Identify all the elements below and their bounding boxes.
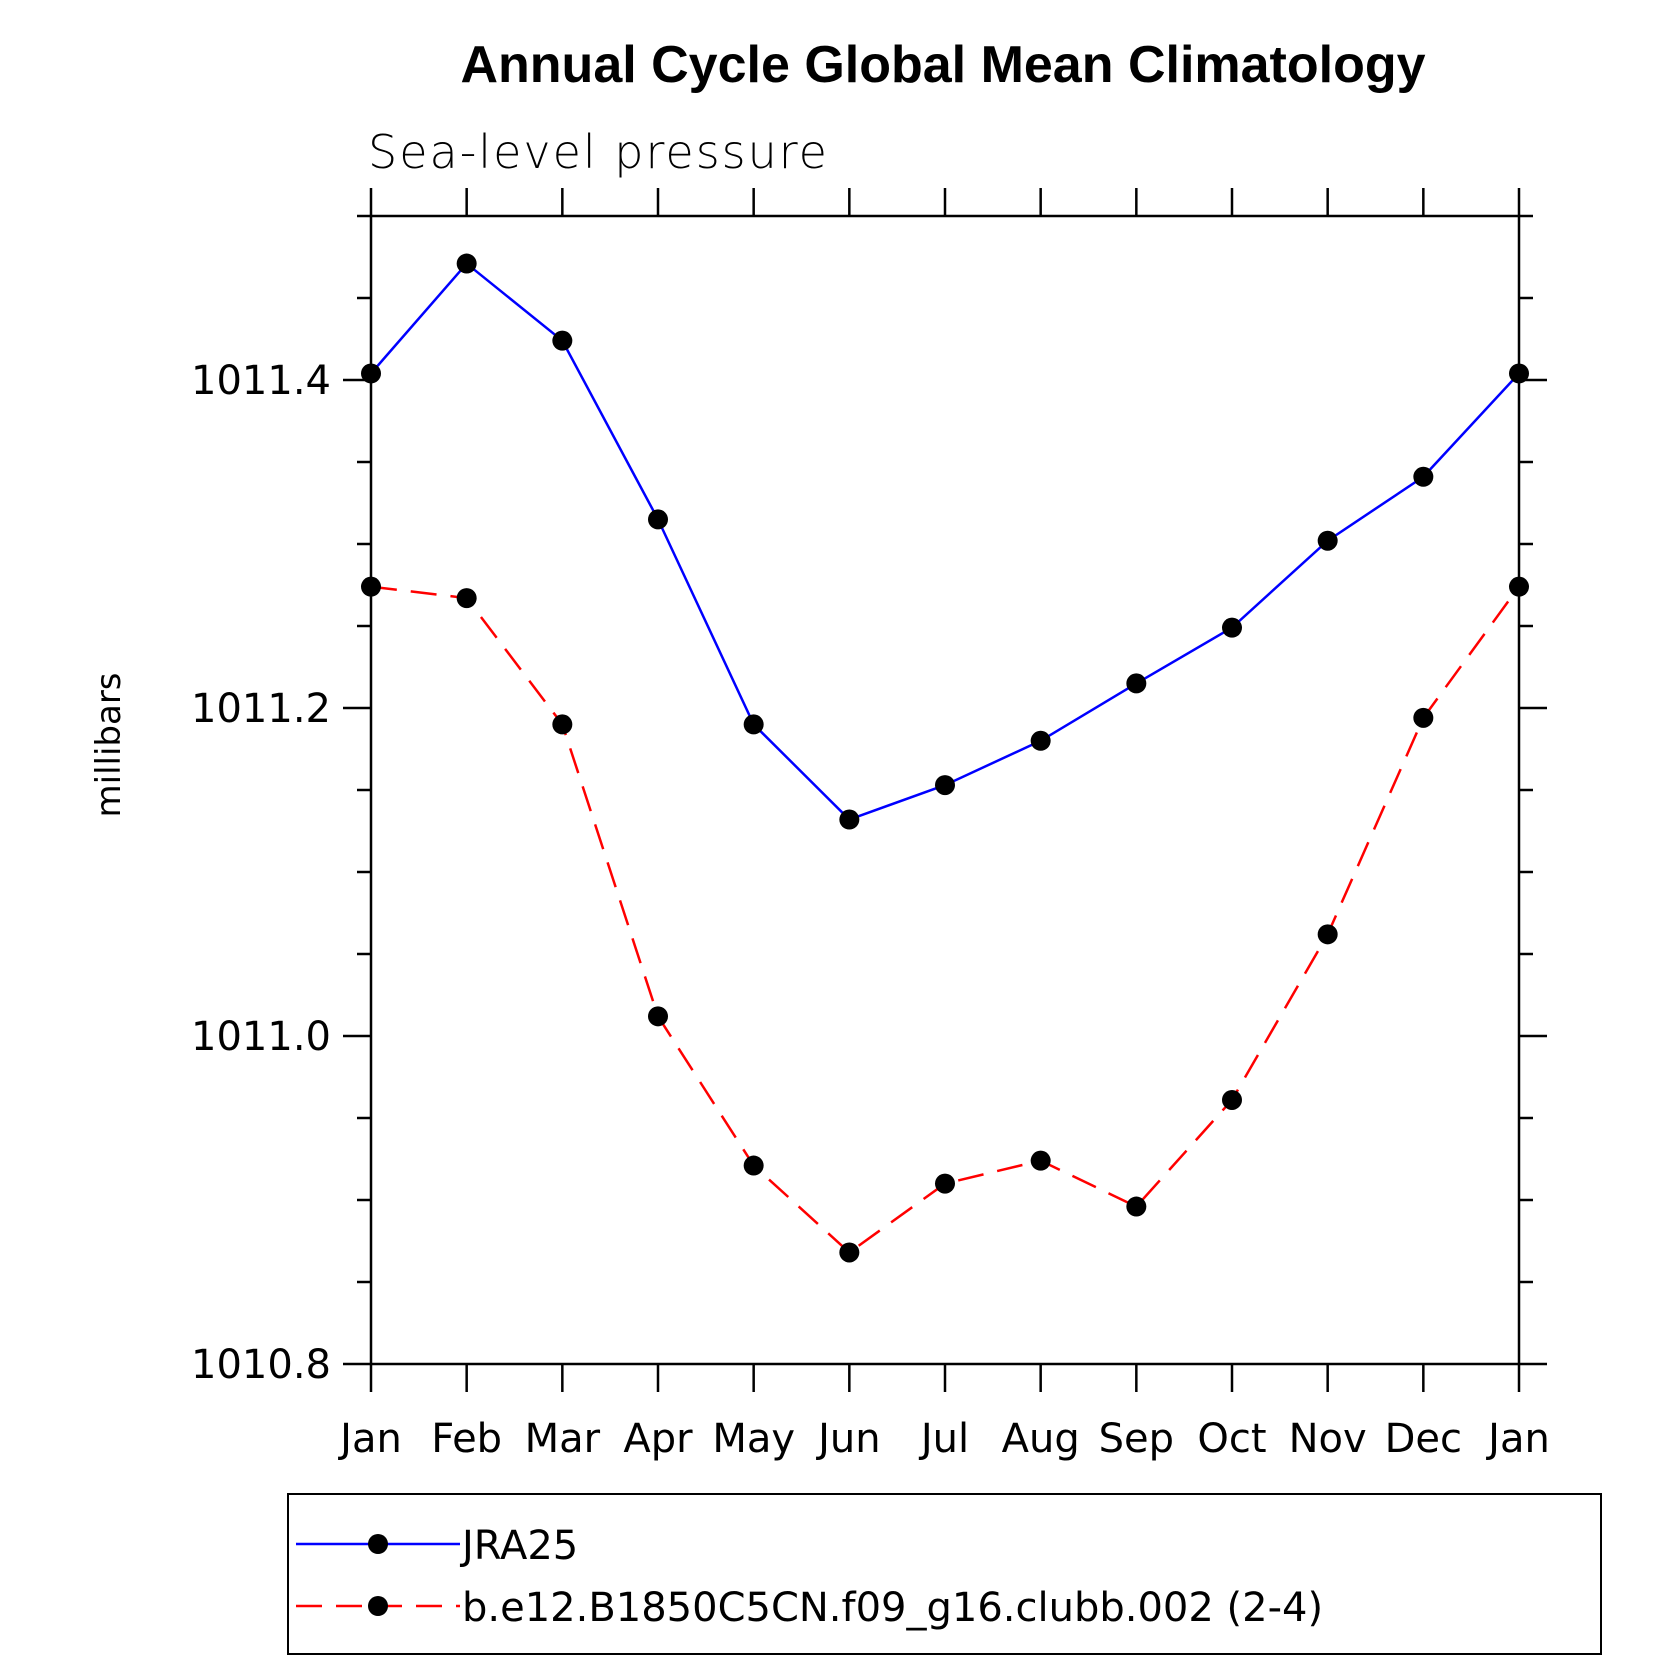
x-tick-label: Mar (525, 1416, 601, 1462)
data-point (1030, 730, 1051, 751)
legend-items: JRA25 b.e12.B1850C5CN.f09_g16.clubb.002 (… (296, 1523, 1323, 1631)
series-line (370, 261, 1520, 821)
x-tick-label: Apr (623, 1416, 693, 1462)
chart-subtitle: Sea-level pressure (368, 125, 829, 179)
data-point (743, 1155, 764, 1176)
x-axis-ticks: Jan Feb Mar Apr May Jun Jul Aug Sep Oct Nov Dec Jan (337, 188, 1550, 1462)
x-tick-label: Jan (337, 1416, 402, 1462)
data-point (361, 576, 381, 597)
data-point (1413, 707, 1434, 728)
x-tick-label: Jul (918, 1416, 969, 1462)
data-point (1317, 924, 1338, 945)
y-tick-label: 1011.2 (191, 686, 331, 732)
data-point (361, 363, 381, 384)
series-1 (361, 253, 1529, 830)
chart-title: Annual Cycle Global Mean Climatology (460, 36, 1425, 94)
legend: JRA25 b.e12.B1850C5CN.f09_g16.clubb.002 (… (287, 1493, 1602, 1655)
data-point (1509, 363, 1529, 384)
data-point (456, 253, 477, 274)
x-tick-label: Jun (815, 1416, 881, 1462)
y-tick-label: 1010.8 (191, 1342, 331, 1388)
data-point (1413, 466, 1434, 487)
data-point (1030, 1150, 1051, 1171)
series-layer (361, 253, 1529, 1263)
legend-box (287, 1493, 1602, 1655)
x-tick-label: Aug (1002, 1416, 1080, 1462)
series-2 (361, 576, 1529, 1263)
data-point (552, 714, 573, 735)
x-tick-label: Nov (1289, 1416, 1367, 1462)
y-tick-label: 1011.0 (191, 1014, 331, 1060)
x-tick-label: May (712, 1416, 795, 1462)
data-point (743, 714, 764, 735)
data-point (1317, 530, 1338, 551)
data-point (839, 1242, 860, 1263)
y-tick-label: 1011.4 (191, 358, 331, 404)
legend-marker (368, 1534, 388, 1554)
data-point (648, 509, 668, 530)
legend-marker (368, 1596, 388, 1616)
data-point (552, 330, 573, 351)
data-point (456, 588, 477, 609)
series-line (370, 585, 1521, 1255)
data-point (1126, 673, 1147, 694)
x-tick-label: Dec (1385, 1416, 1462, 1462)
data-point (1222, 617, 1242, 638)
data-point (839, 809, 860, 830)
data-point (1509, 576, 1529, 597)
data-point (935, 775, 955, 796)
y-axis-label: millibars (89, 672, 129, 817)
data-point (1222, 1089, 1242, 1110)
x-tick-label: Sep (1099, 1416, 1174, 1462)
legend-label: JRA25 (459, 1523, 578, 1569)
data-point (1126, 1196, 1147, 1217)
x-tick-label: Oct (1197, 1416, 1266, 1462)
legend-label: b.e12.B1850C5CN.f09_g16.clubb.002 (2-4) (462, 1585, 1323, 1631)
data-point (648, 1006, 668, 1027)
data-point (935, 1173, 955, 1194)
x-tick-label: Jan (1485, 1416, 1550, 1462)
x-tick-label: Feb (431, 1416, 502, 1462)
y-axis-ticks: 1010.8 1011.0 1011.2 1011.4 (191, 214, 1547, 1388)
